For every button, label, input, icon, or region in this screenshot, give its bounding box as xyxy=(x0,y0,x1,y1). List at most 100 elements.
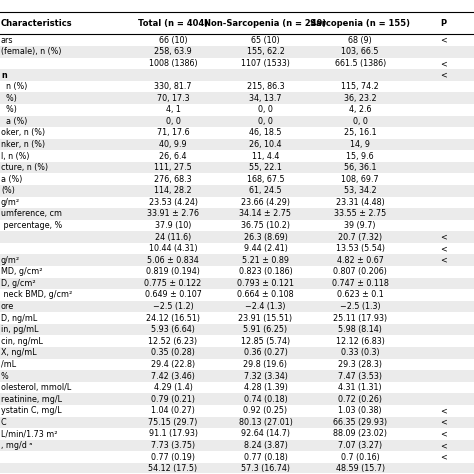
Text: X, ng/mL: X, ng/mL xyxy=(1,348,36,357)
Text: 7.07 (3.27): 7.07 (3.27) xyxy=(338,441,383,450)
Text: D, g/cm²: D, g/cm² xyxy=(1,279,36,288)
Text: 8.24 (3.87): 8.24 (3.87) xyxy=(244,441,287,450)
Bar xyxy=(0,116,474,127)
Text: 24.12 (16.51): 24.12 (16.51) xyxy=(146,314,200,323)
Text: 91.1 (17.93): 91.1 (17.93) xyxy=(148,429,198,438)
Bar xyxy=(0,336,474,347)
Text: 0.79 (0.21): 0.79 (0.21) xyxy=(151,395,195,404)
Text: 23.66 (4.29): 23.66 (4.29) xyxy=(241,198,290,207)
Text: 14, 9: 14, 9 xyxy=(350,140,370,149)
Text: 103, 66.5: 103, 66.5 xyxy=(341,47,379,56)
Bar xyxy=(0,69,474,81)
Text: <: < xyxy=(440,441,447,450)
Text: l, n (%): l, n (%) xyxy=(1,152,29,161)
Text: 5.98 (8.14): 5.98 (8.14) xyxy=(338,325,382,334)
Text: 0.74 (0.18): 0.74 (0.18) xyxy=(244,395,287,404)
Text: 34.14 ± 2.75: 34.14 ± 2.75 xyxy=(239,210,292,219)
Text: 661.5 (1386): 661.5 (1386) xyxy=(335,59,386,68)
Text: 0.623 ± 0.1: 0.623 ± 0.1 xyxy=(337,291,383,300)
Bar xyxy=(0,370,474,382)
Bar xyxy=(0,301,474,312)
Bar xyxy=(0,382,474,393)
Text: 23.31 (4.48): 23.31 (4.48) xyxy=(336,198,384,207)
Text: 12.52 (6.23): 12.52 (6.23) xyxy=(148,337,198,346)
Text: 12.12 (6.83): 12.12 (6.83) xyxy=(336,337,385,346)
Text: <: < xyxy=(440,36,447,45)
Text: Non-Sarcopenia (n = 249): Non-Sarcopenia (n = 249) xyxy=(204,18,327,27)
Text: 330, 81.7: 330, 81.7 xyxy=(154,82,192,91)
Text: 111, 27.5: 111, 27.5 xyxy=(154,163,192,172)
Text: 7.32 (3.34): 7.32 (3.34) xyxy=(244,372,287,381)
Text: 9.44 (2.41): 9.44 (2.41) xyxy=(244,244,287,253)
Text: 33.55 ± 2.75: 33.55 ± 2.75 xyxy=(334,210,386,219)
Bar xyxy=(0,347,474,359)
Text: 25.11 (17.93): 25.11 (17.93) xyxy=(333,314,387,323)
Text: umference, cm: umference, cm xyxy=(1,210,62,219)
Text: 7.73 (3.75): 7.73 (3.75) xyxy=(151,441,195,450)
Text: 5.93 (6.64): 5.93 (6.64) xyxy=(151,325,195,334)
Bar xyxy=(0,127,474,139)
Text: 29.3 (28.3): 29.3 (28.3) xyxy=(338,360,382,369)
Text: 48.59 (15.7): 48.59 (15.7) xyxy=(336,464,385,473)
Text: n (%): n (%) xyxy=(1,82,27,91)
Text: 13.53 (5.54): 13.53 (5.54) xyxy=(336,244,385,253)
Text: cin, ng/mL: cin, ng/mL xyxy=(1,337,43,346)
Text: 0.92 (0.25): 0.92 (0.25) xyxy=(243,406,288,415)
Text: 15, 9.6: 15, 9.6 xyxy=(346,152,374,161)
Text: 0.72 (0.26): 0.72 (0.26) xyxy=(338,395,382,404)
Text: 36, 23.2: 36, 23.2 xyxy=(344,94,376,103)
Text: 0.775 ± 0.122: 0.775 ± 0.122 xyxy=(145,279,201,288)
Text: 68 (9): 68 (9) xyxy=(348,36,372,45)
Text: 0.819 (0.194): 0.819 (0.194) xyxy=(146,267,200,276)
Text: 25, 16.1: 25, 16.1 xyxy=(344,128,376,137)
Bar xyxy=(0,405,474,417)
Text: 5.21 ± 0.89: 5.21 ± 0.89 xyxy=(242,256,289,265)
Text: 0.823 (0.186): 0.823 (0.186) xyxy=(238,267,292,276)
Text: olesterol, mmol/L: olesterol, mmol/L xyxy=(1,383,71,392)
Bar xyxy=(0,173,474,185)
Text: 12.85 (5.74): 12.85 (5.74) xyxy=(241,337,290,346)
Text: 0.33 (0.3): 0.33 (0.3) xyxy=(341,348,380,357)
Text: 66 (10): 66 (10) xyxy=(159,36,187,45)
Text: oker, n (%): oker, n (%) xyxy=(1,128,45,137)
Text: 40, 9.9: 40, 9.9 xyxy=(159,140,187,149)
Text: MD, g/cm²: MD, g/cm² xyxy=(1,267,43,276)
Text: 23.53 (4.24): 23.53 (4.24) xyxy=(148,198,198,207)
Text: 29.4 (22.8): 29.4 (22.8) xyxy=(151,360,195,369)
Text: 26, 10.4: 26, 10.4 xyxy=(249,140,282,149)
Bar xyxy=(0,324,474,336)
Text: 0, 0: 0, 0 xyxy=(353,117,368,126)
Text: 0.793 ± 0.121: 0.793 ± 0.121 xyxy=(237,279,294,288)
Text: 0.649 ± 0.107: 0.649 ± 0.107 xyxy=(145,291,201,300)
Text: 26.3 (8.69): 26.3 (8.69) xyxy=(244,233,287,242)
Text: 0.7 (0.16): 0.7 (0.16) xyxy=(341,453,380,462)
Text: 4, 1: 4, 1 xyxy=(165,105,181,114)
Bar xyxy=(0,255,474,266)
Bar xyxy=(0,440,474,451)
Text: 0.77 (0.18): 0.77 (0.18) xyxy=(244,453,287,462)
Text: 155, 62.2: 155, 62.2 xyxy=(246,47,284,56)
Text: 23.91 (15.51): 23.91 (15.51) xyxy=(238,314,292,323)
Text: −2.5 (1.2): −2.5 (1.2) xyxy=(153,302,193,311)
Bar xyxy=(0,266,474,278)
Text: 0.77 (0.19): 0.77 (0.19) xyxy=(151,453,195,462)
Text: 4, 2.6: 4, 2.6 xyxy=(349,105,372,114)
Text: 65 (10): 65 (10) xyxy=(251,36,280,45)
Text: %): %) xyxy=(1,105,17,114)
Text: 53, 34.2: 53, 34.2 xyxy=(344,186,376,195)
Bar xyxy=(0,12,474,35)
Text: 0.36 (0.27): 0.36 (0.27) xyxy=(244,348,287,357)
Text: 0, 0: 0, 0 xyxy=(258,117,273,126)
Text: Characteristics: Characteristics xyxy=(1,18,73,27)
Text: 39 (9.7): 39 (9.7) xyxy=(345,221,376,230)
Text: 114, 28.2: 114, 28.2 xyxy=(154,186,192,195)
Text: 46, 18.5: 46, 18.5 xyxy=(249,128,282,137)
Text: 0.35 (0.28): 0.35 (0.28) xyxy=(151,348,195,357)
Text: <: < xyxy=(440,59,447,68)
Text: 33.91 ± 2.76: 33.91 ± 2.76 xyxy=(147,210,199,219)
Bar xyxy=(0,81,474,92)
Bar xyxy=(0,463,474,474)
Text: 80.13 (27.01): 80.13 (27.01) xyxy=(238,418,292,427)
Text: 61, 24.5: 61, 24.5 xyxy=(249,186,282,195)
Bar xyxy=(0,208,474,220)
